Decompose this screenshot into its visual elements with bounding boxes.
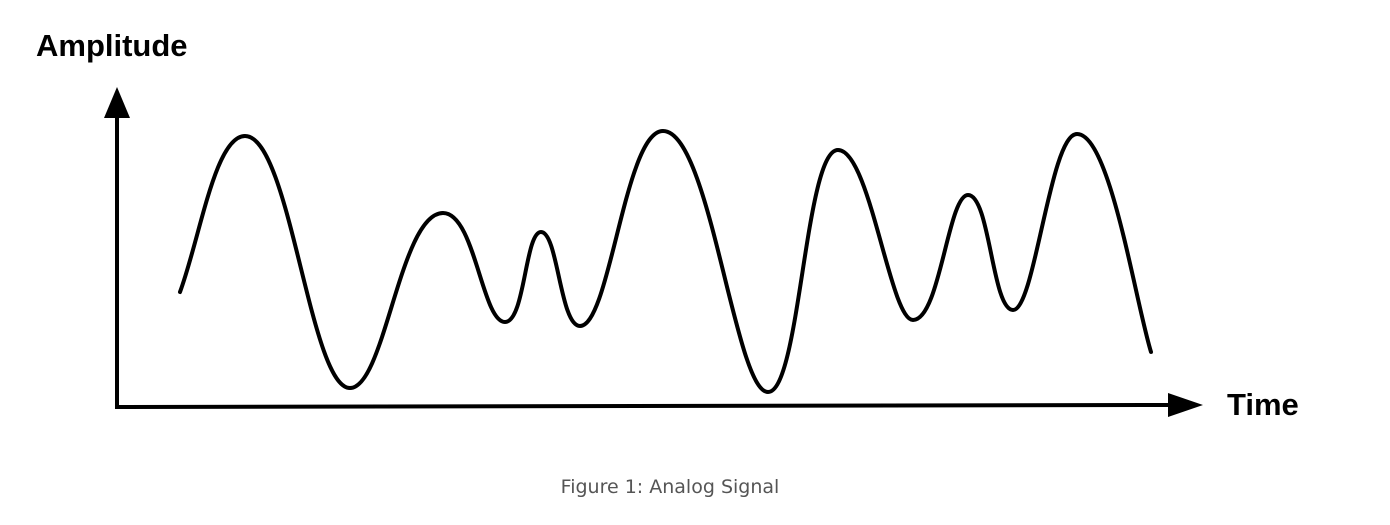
- y-axis-arrowhead: [104, 87, 130, 118]
- x-axis-arrowhead: [1168, 393, 1203, 417]
- analog-signal-waveform: [178, 129, 1153, 394]
- x-axis-label: Time: [1227, 387, 1299, 422]
- y-axis-label: Amplitude: [36, 28, 188, 63]
- x-axis-line: [114, 403, 1176, 409]
- figure-caption: Figure 1: Analog Signal: [560, 476, 780, 498]
